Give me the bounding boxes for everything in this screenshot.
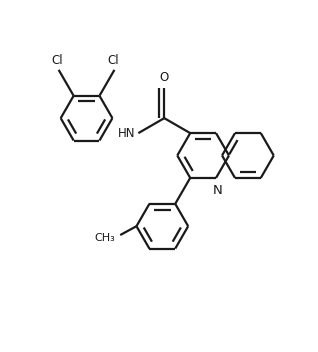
Text: O: O bbox=[160, 71, 169, 84]
Text: HN: HN bbox=[118, 127, 136, 140]
Text: Cl: Cl bbox=[107, 54, 119, 67]
Text: N: N bbox=[213, 184, 223, 197]
Text: CH₃: CH₃ bbox=[95, 233, 115, 243]
Text: Cl: Cl bbox=[51, 54, 63, 67]
